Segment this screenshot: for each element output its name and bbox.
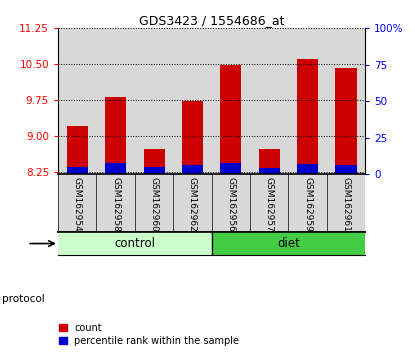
Text: GSM162957: GSM162957 [265, 177, 274, 232]
Text: control: control [115, 237, 155, 250]
Text: GSM162961: GSM162961 [342, 177, 351, 232]
Bar [212, 28, 250, 174]
Bar [67, 126, 88, 174]
Bar [335, 68, 356, 174]
Bar [105, 97, 126, 174]
Bar [288, 174, 327, 232]
Bar [182, 101, 203, 174]
Bar [259, 168, 280, 174]
Bar [250, 174, 288, 232]
Bar [220, 164, 242, 174]
Text: GSM162954: GSM162954 [73, 177, 82, 232]
Bar [297, 164, 318, 174]
Text: GSM162962: GSM162962 [188, 177, 197, 232]
Bar [58, 174, 96, 232]
Bar [67, 167, 88, 174]
Bar [212, 174, 250, 232]
Bar [327, 28, 365, 174]
Text: GSM162960: GSM162960 [149, 177, 159, 232]
Bar [96, 174, 135, 232]
Text: diet: diet [277, 237, 300, 250]
Bar [297, 59, 318, 174]
Bar [259, 149, 280, 174]
Text: GSM162958: GSM162958 [111, 177, 120, 232]
Bar [327, 174, 365, 232]
Bar [58, 232, 212, 255]
Text: GSM162956: GSM162956 [226, 177, 235, 232]
Bar [58, 28, 96, 174]
Bar [144, 167, 165, 174]
Legend: count, percentile rank within the sample: count, percentile rank within the sample [59, 323, 239, 346]
Bar [96, 28, 135, 174]
Bar [135, 28, 173, 174]
Bar [335, 165, 356, 174]
Text: GSM162959: GSM162959 [303, 177, 312, 232]
Bar [173, 28, 212, 174]
Bar [105, 164, 126, 174]
Bar [182, 165, 203, 174]
Bar [288, 28, 327, 174]
Title: GDS3423 / 1554686_at: GDS3423 / 1554686_at [139, 14, 284, 27]
Bar [144, 149, 165, 174]
Text: protocol: protocol [2, 294, 45, 304]
Bar [173, 174, 212, 232]
Bar [135, 174, 173, 232]
Bar [220, 65, 242, 174]
Bar [212, 232, 365, 255]
Bar [250, 28, 288, 174]
